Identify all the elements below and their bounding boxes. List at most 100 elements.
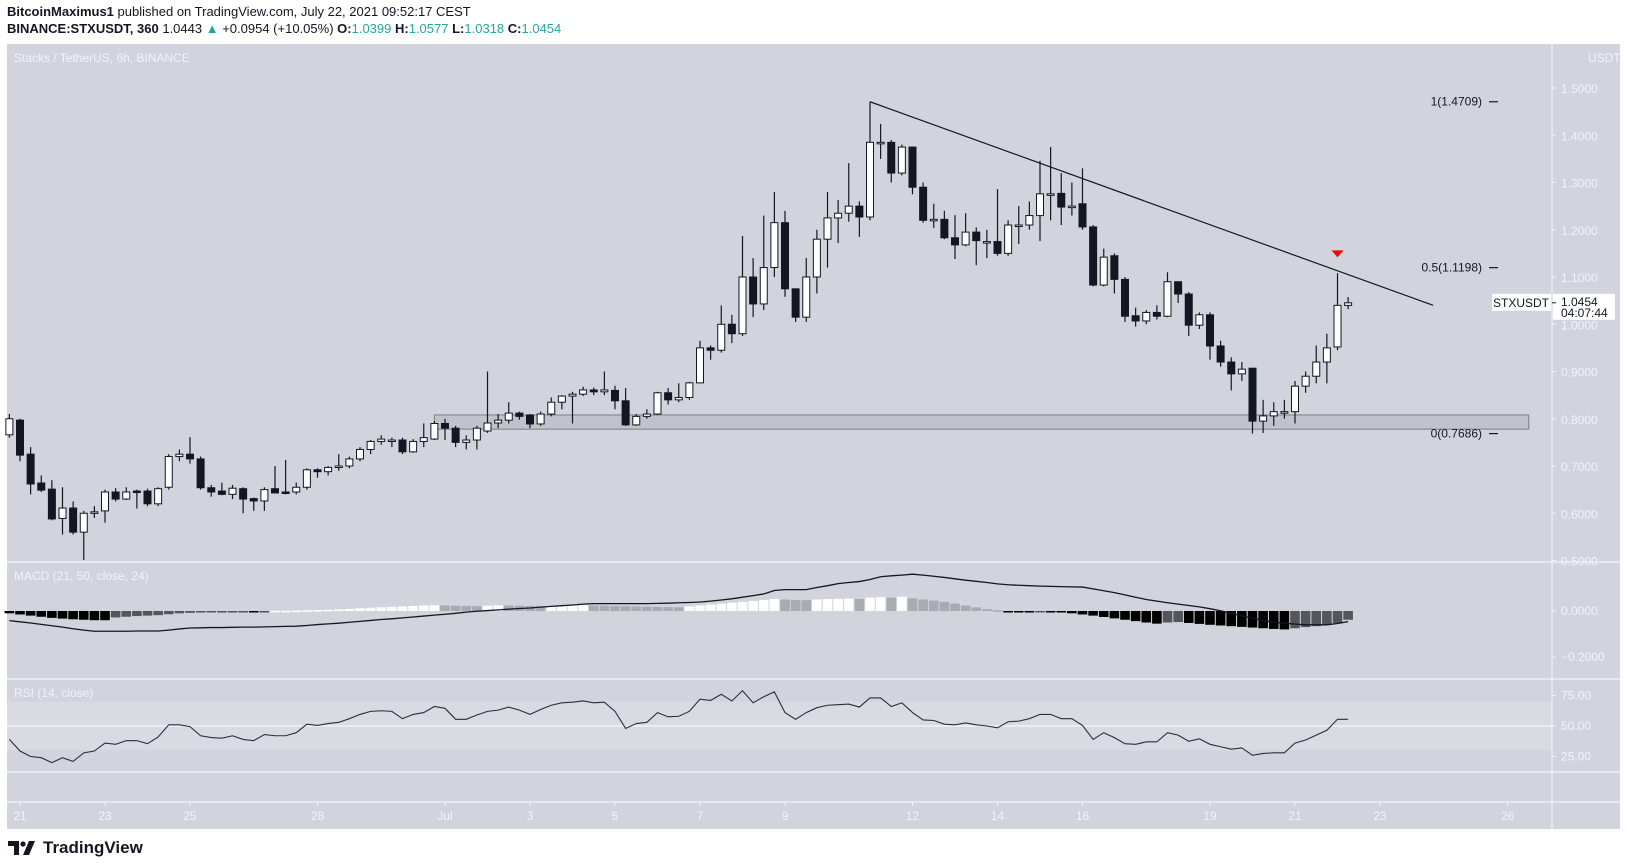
candle[interactable]: [483, 371, 492, 433]
candle[interactable]: [58, 487, 67, 535]
candle[interactable]: [175, 449, 184, 462]
candle[interactable]: [228, 484, 237, 500]
candle[interactable]: [536, 411, 545, 426]
candle[interactable]: [611, 385, 619, 410]
candle[interactable]: [972, 227, 981, 266]
candle[interactable]: [1046, 147, 1055, 221]
candle[interactable]: [1110, 253, 1119, 294]
candle[interactable]: [462, 435, 471, 450]
candle[interactable]: [1057, 173, 1066, 226]
candle[interactable]: [1152, 305, 1161, 320]
candle[interactable]: [1301, 371, 1310, 393]
candle[interactable]: [1322, 333, 1331, 384]
candle[interactable]: [1174, 281, 1183, 303]
candle[interactable]: [101, 489, 109, 523]
candle[interactable]: [717, 305, 726, 353]
symbol-name[interactable]: BINANCE:STXUSDT, 360: [7, 21, 159, 36]
candle[interactable]: [557, 395, 566, 410]
candle[interactable]: [876, 123, 885, 159]
candle[interactable]: [802, 258, 811, 322]
candle[interactable]: [345, 456, 354, 469]
candle[interactable]: [249, 497, 258, 511]
candle[interactable]: [196, 456, 205, 490]
candle[interactable]: [1089, 225, 1098, 287]
candle[interactable]: [1131, 307, 1140, 327]
candle[interactable]: [674, 383, 683, 403]
candle[interactable]: [1291, 380, 1299, 424]
candle[interactable]: [1269, 402, 1278, 426]
candle[interactable]: [1312, 345, 1321, 384]
candle[interactable]: [1227, 357, 1236, 391]
candle[interactable]: [993, 189, 1002, 256]
candle[interactable]: [377, 435, 386, 445]
candle[interactable]: [313, 468, 322, 478]
candle[interactable]: [302, 468, 311, 490]
candle[interactable]: [366, 440, 375, 455]
candle[interactable]: [1344, 296, 1353, 310]
candle[interactable]: [494, 414, 503, 429]
candle[interactable]: [1036, 160, 1044, 242]
candle[interactable]: [90, 506, 99, 518]
candle[interactable]: [515, 411, 524, 420]
candle[interactable]: [79, 510, 88, 561]
candle[interactable]: [1195, 312, 1204, 329]
candle[interactable]: [154, 487, 163, 507]
candle[interactable]: [1280, 399, 1289, 419]
candle[interactable]: [791, 288, 800, 322]
candle[interactable]: [1014, 206, 1023, 244]
tradingview-logo[interactable]: TradingView: [8, 838, 143, 858]
descending-trendline[interactable]: [869, 101, 1434, 306]
candle[interactable]: [653, 391, 662, 415]
candle[interactable]: [706, 345, 715, 360]
candle[interactable]: [292, 482, 301, 495]
candle[interactable]: [1004, 220, 1013, 256]
candle[interactable]: [1259, 399, 1268, 433]
candle[interactable]: [16, 418, 24, 462]
candle[interactable]: [186, 437, 194, 464]
candle[interactable]: [568, 391, 577, 424]
candle[interactable]: [26, 447, 35, 495]
candle[interactable]: [5, 414, 14, 438]
candle[interactable]: [281, 459, 290, 495]
candle[interactable]: [727, 314, 736, 344]
candle[interactable]: [1184, 292, 1193, 337]
candle[interactable]: [441, 418, 449, 441]
candle[interactable]: [738, 235, 747, 337]
candle[interactable]: [855, 201, 864, 237]
candle[interactable]: [589, 387, 598, 396]
candle[interactable]: [579, 386, 588, 397]
candle[interactable]: [1025, 201, 1034, 230]
candle[interactable]: [1142, 310, 1151, 325]
candle[interactable]: [834, 199, 843, 243]
candle[interactable]: [1121, 277, 1129, 322]
candle[interactable]: [409, 439, 418, 453]
candle[interactable]: [132, 489, 141, 509]
candle[interactable]: [69, 501, 78, 535]
candle[interactable]: [770, 191, 779, 277]
candle[interactable]: [759, 215, 768, 311]
candle[interactable]: [897, 144, 906, 176]
candle[interactable]: [919, 182, 928, 223]
candle[interactable]: [632, 414, 641, 426]
candle[interactable]: [324, 466, 333, 476]
candle[interactable]: [271, 466, 279, 494]
candle[interactable]: [1237, 362, 1246, 381]
candle[interactable]: [1333, 273, 1342, 351]
candle[interactable]: [1067, 182, 1076, 216]
candle[interactable]: [472, 425, 481, 450]
candle[interactable]: [621, 388, 630, 426]
candle[interactable]: [908, 146, 917, 195]
candle[interactable]: [961, 213, 970, 247]
candle[interactable]: [526, 414, 534, 429]
author-name[interactable]: BitcoinMaximus1: [7, 4, 114, 19]
candle[interactable]: [451, 425, 460, 448]
candle[interactable]: [37, 475, 46, 492]
candle[interactable]: [866, 101, 874, 221]
candle[interactable]: [260, 487, 269, 511]
candle[interactable]: [1206, 312, 1214, 360]
candle[interactable]: [1216, 340, 1225, 367]
candle[interactable]: [47, 480, 56, 521]
candle[interactable]: [547, 397, 556, 417]
candle[interactable]: [164, 454, 173, 490]
